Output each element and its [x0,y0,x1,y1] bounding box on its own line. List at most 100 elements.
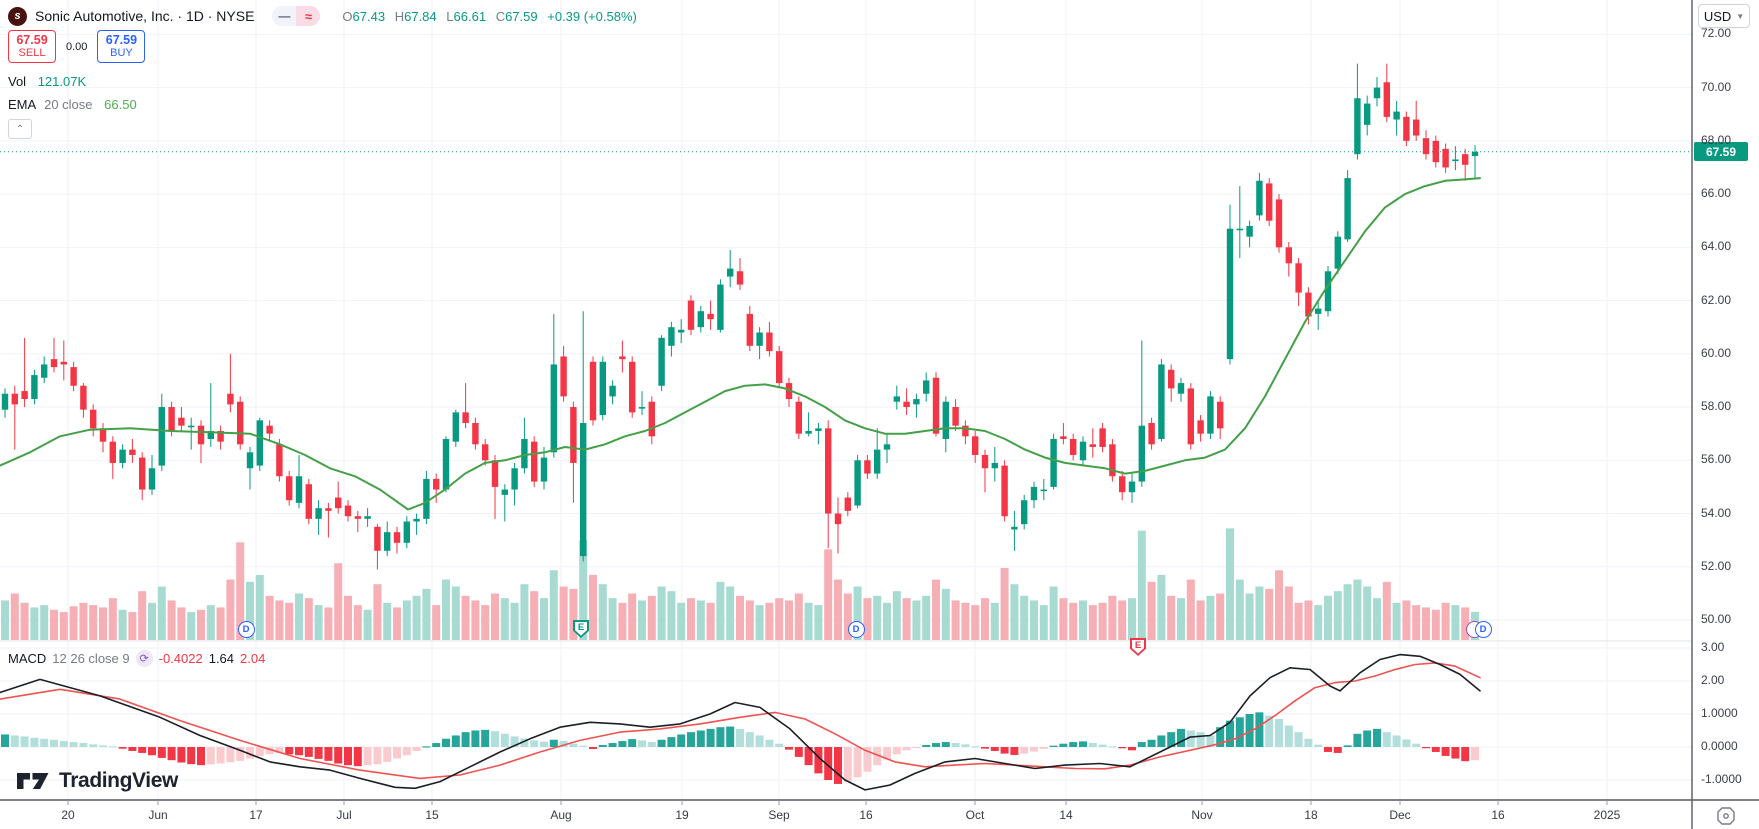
volume-bar [69,606,78,640]
tradingview-logo[interactable]: TradingView [16,768,178,794]
symbol-legend[interactable]: s Sonic Automotive, Inc. · 1D · NYSE — ≈… [8,5,637,27]
price-axis-label: 72.00 [1701,26,1732,41]
volume-bar [1451,605,1460,640]
volume-bar [1216,593,1225,640]
ema-legend[interactable]: EMA 20 close 66.50 [8,97,137,112]
volume-bar [412,595,421,640]
macd-histogram-bar [892,747,901,755]
volume-bar [500,598,509,640]
collapse-legend-button[interactable]: ⌃ [8,119,32,139]
volume-bar [814,605,823,640]
earnings-badge[interactable]: E [1130,638,1146,656]
time-axis-label: Aug [550,808,572,822]
sell-button[interactable]: 67.59 SELL [8,30,56,63]
volume-legend[interactable]: Vol 121.07K [8,74,86,89]
candle-body [178,417,185,426]
macd-histogram-bar [785,747,793,750]
crosshair-settings-icon[interactable] [1714,804,1738,829]
volume-bar [30,607,39,640]
time-axis-label: 18 [1304,808,1318,822]
time-axis-label: Dec [1389,808,1411,822]
volume-bar [1382,581,1391,640]
volume-bar [1196,600,1205,640]
candle-body [60,361,67,365]
macd-histogram-bar [69,742,78,747]
candle-body [580,423,587,557]
macd-histogram-bar [481,729,490,747]
volume-bar [941,588,950,640]
volume-bar [1049,586,1058,640]
volume-bar [951,600,960,640]
volume-bar [334,563,343,640]
price-axis-label: 60.00 [1701,345,1732,360]
macd-histogram-bar [108,746,117,748]
high-label: H [394,8,405,24]
alert-pills[interactable]: — ≈ [272,6,321,26]
volume-bar [549,570,558,640]
volume-bar [1157,574,1166,640]
candle-body [717,284,724,330]
candle-body [1442,148,1449,168]
macd-signal-value: 2.04 [240,651,266,666]
dividend-badge[interactable]: D [237,621,255,638]
volume-bar [1118,600,1127,640]
volume-bar [569,588,578,640]
candle-body [207,430,214,439]
macd-histogram-bar [902,747,911,751]
candle-body [570,407,577,463]
macd-histogram-bar [726,726,735,747]
candle-body [560,356,567,397]
volume-bar [1039,605,1048,640]
volume-bar [353,605,362,640]
volume-bar [295,593,303,640]
buy-button[interactable]: 67.59 BUY [97,30,146,63]
macd-source-icon[interactable]: ⟳ [135,650,153,667]
macd-histogram-bar [1343,745,1352,747]
approx-pill-icon[interactable]: ≈ [296,6,321,26]
macd-histogram-bar [608,743,617,747]
candle-body [129,449,136,455]
candle-body [1207,396,1214,434]
candle-body [1030,486,1038,501]
macd-histogram-bar [304,747,313,757]
minus-pill-icon[interactable]: — [272,6,297,26]
last-price-tag: 67.59 [1694,142,1748,162]
macd-histogram-bar [1255,712,1264,747]
candle-body [648,401,655,437]
macd-histogram-bar [246,747,254,759]
macd-histogram-bar [1118,747,1127,749]
macd-histogram-bar [804,747,813,766]
candle-body [256,420,263,466]
macd-label: MACD [8,651,47,666]
candle-body [325,508,332,511]
macd-histogram-bar [1402,739,1411,747]
volume-bar [990,602,999,640]
volume-bar [1000,567,1009,640]
candle-body [589,361,597,421]
candle-body [1138,425,1145,482]
volume-bar [1059,598,1068,640]
candle-body [31,375,38,400]
macd-histogram-bar [59,741,68,747]
price-axis-label: 50.00 [1701,612,1732,626]
volume-bar [1,600,9,640]
macd-histogram-bar [1226,720,1234,747]
symbol-logo-icon: s [8,6,27,26]
macd-histogram-bar [1128,747,1136,751]
dividend-badge[interactable]: D [847,621,865,638]
symbol-title[interactable]: Sonic Automotive, Inc. · 1D · NYSE [35,8,255,24]
volume-bar [118,609,127,640]
currency-dropdown[interactable]: USD ▼ [1698,4,1750,28]
macd-histogram-bar [393,747,401,759]
macd-histogram-bar [647,742,656,747]
macd-histogram-bar [1098,744,1107,747]
macd-histogram-bar [128,747,137,751]
earnings-badge[interactable]: E [573,620,589,638]
high-value: 67.84 [404,8,437,24]
macd-histogram-bar [1147,739,1156,747]
dividend-badge[interactable]: D [1474,621,1492,638]
macd-histogram-bar [402,747,411,756]
volume-bar [442,579,450,640]
macd-legend[interactable]: MACD 12 26 close 9 ⟳ -0.4022 1.64 2.04 [8,650,265,667]
